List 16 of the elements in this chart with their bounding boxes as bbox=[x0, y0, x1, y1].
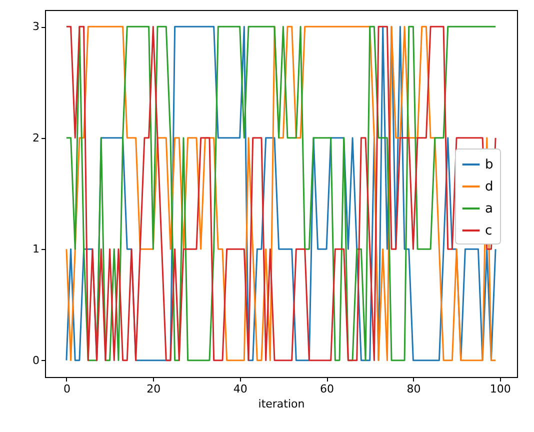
y-tick-label: 1 bbox=[32, 242, 40, 256]
x-tick-label: 100 bbox=[490, 382, 511, 396]
x-tick-label: 60 bbox=[320, 382, 334, 396]
legend-label: c bbox=[485, 224, 492, 238]
x-tick-label: 0 bbox=[63, 382, 70, 396]
legend-label: b bbox=[485, 158, 494, 172]
y-tick-label: 2 bbox=[32, 131, 40, 144]
line-series bbox=[66, 26, 496, 362]
y-tick-label: 3 bbox=[32, 20, 40, 34]
y-tick-label: 0 bbox=[32, 354, 40, 367]
x-axis-title: iteration bbox=[258, 398, 305, 410]
x-tick-label: 40 bbox=[233, 382, 248, 396]
legend-label: d bbox=[485, 180, 494, 194]
x-tick-label: 80 bbox=[406, 382, 421, 396]
x-tick-label: 20 bbox=[146, 382, 161, 396]
legend-label: a bbox=[485, 202, 493, 216]
